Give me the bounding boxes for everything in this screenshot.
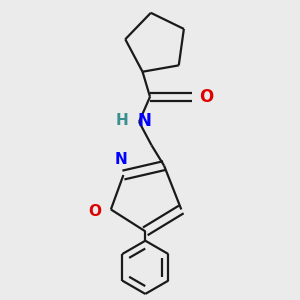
Text: N: N (137, 112, 152, 130)
Text: O: O (88, 203, 101, 218)
Text: H: H (115, 113, 128, 128)
Text: O: O (199, 88, 213, 106)
Text: N: N (115, 152, 127, 167)
